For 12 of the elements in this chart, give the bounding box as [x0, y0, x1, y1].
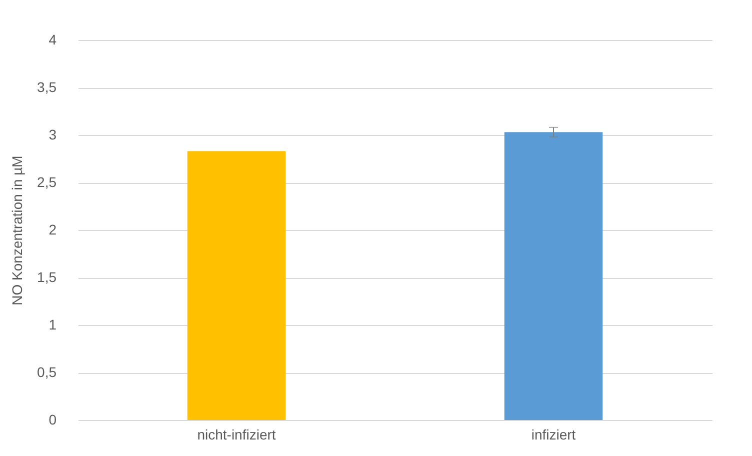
y-tick-label: 2: [48, 222, 57, 238]
x-tick-label: nicht-infiziert: [197, 426, 276, 442]
y-tick-label: 2,5: [37, 174, 57, 190]
y-tick-label: 4: [48, 32, 57, 48]
y-tick-label: 1,5: [37, 269, 57, 285]
y-tick-label: 1: [48, 316, 57, 332]
y-tick-label: 3,5: [37, 79, 57, 95]
y-tick-label: 0,5: [37, 364, 57, 380]
x-tick-label: infiziert: [531, 426, 576, 442]
y-tick-label: 3: [48, 126, 57, 142]
y-tick-label: 0: [48, 412, 57, 428]
y-axis-title: NO Konzentration in µM: [9, 156, 26, 306]
